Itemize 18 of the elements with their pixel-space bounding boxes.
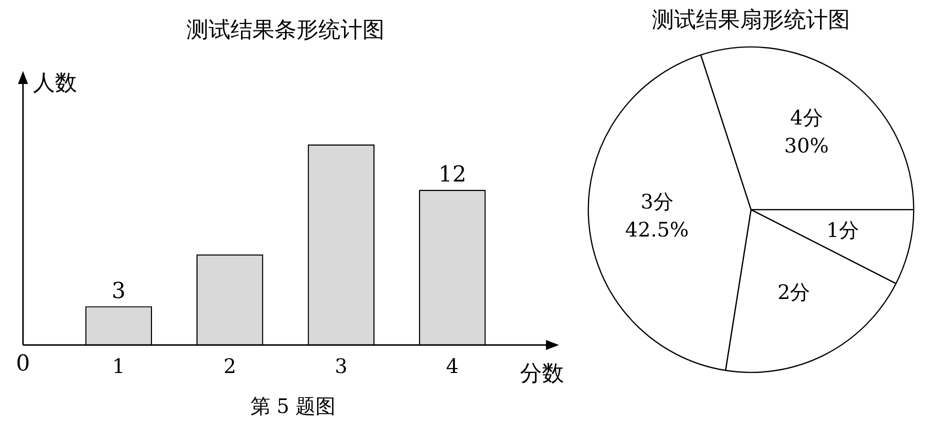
chart-title: 测试结果条形统计图 [186, 18, 384, 43]
x-tick-label: 1 [112, 354, 125, 378]
text: 0 [16, 352, 30, 377]
x-tick-label: 2 [224, 354, 236, 378]
x-tick-label: 3 [334, 354, 348, 378]
slice-label: 1分 [826, 218, 860, 242]
y-axis-title: 人数 [33, 71, 77, 96]
slice-label: 3分 [640, 189, 674, 214]
x-axis-title: 分数 [520, 362, 564, 387]
x-tick-label: 4 [446, 354, 459, 378]
text: 第 5 题图 [249, 393, 337, 420]
slice-label: 2分 [777, 280, 810, 304]
data-label: 42.5% [625, 217, 689, 242]
data-label: 3 [112, 278, 126, 304]
slice-label: 4分 [790, 106, 823, 130]
chart-title: 测试结果扇形统计图 [652, 8, 850, 33]
data-label: 12 [438, 162, 466, 188]
data-label: 30% [784, 134, 829, 158]
